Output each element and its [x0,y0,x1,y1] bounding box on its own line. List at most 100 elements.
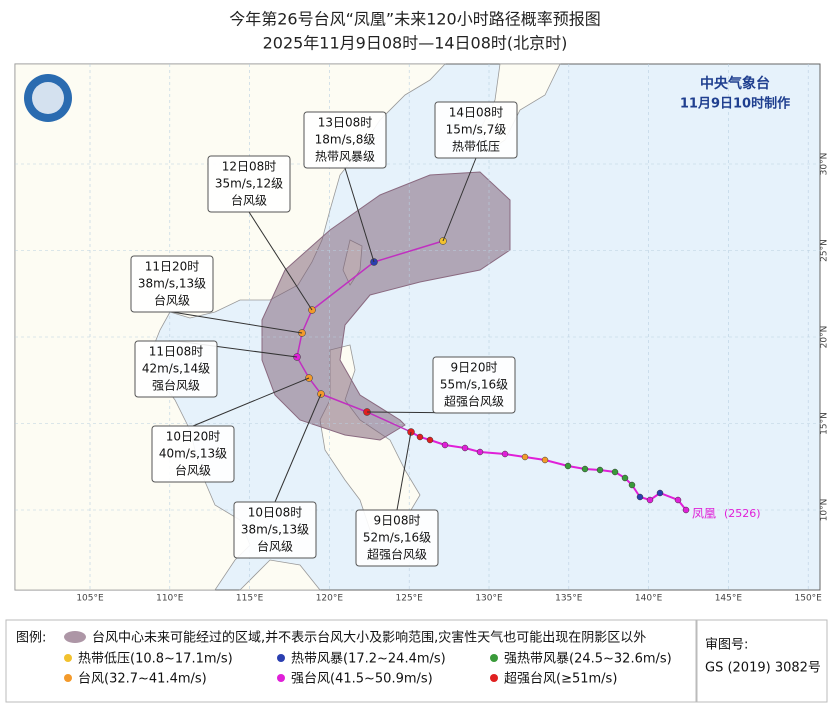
lon-label: 150°E [795,594,823,604]
lon-label: 135°E [555,594,583,604]
callout-box [151,425,235,483]
approval-frame [696,619,828,703]
legend-swatch [277,674,285,682]
legend-item-label: 热带低压(10.8~17.1m/s) [78,652,233,667]
past-point [501,450,509,458]
lon-label: 115°E [236,594,264,604]
callout-level: 台风级 [257,539,293,554]
past-point [541,456,549,464]
callout-box [432,356,516,414]
legend-frame [5,619,697,703]
past-point [521,453,529,461]
legend-item-label: 强热带风暴(24.5~32.6m/s) [504,652,672,667]
callout-time: 14日08时 [449,106,504,120]
callout-time: 11日20时 [145,260,200,274]
legend-area: 台风中心未来可能经过的区域,并不表示台风大小及影响范围,灾害性天气也可能出现在阴… [92,630,646,646]
callout-pointer [192,377,310,427]
callout-wind: 35m/s,12级 [215,177,283,191]
legend-item-label: 超强台风(≥51m/s) [504,672,617,687]
callout-wind: 18m/s,8级 [315,133,376,147]
callout-box [130,255,214,313]
past-point [636,493,644,501]
callout-level: 台风级 [231,193,267,208]
past-point [426,436,434,444]
callout-box [207,155,291,213]
callout-wind: 55m/s,16级 [440,378,508,392]
past-point [461,444,469,452]
lat-label: 15°N [820,412,830,435]
callout-level: 台风级 [175,463,211,478]
lon-label: 130°E [475,594,503,604]
callout-time: 13日08时 [318,116,373,130]
callout-pointer [396,431,412,511]
past-point [416,433,424,441]
callout-level: 台风级 [154,293,190,308]
approval-number: GS (2019) 3082号 [705,661,821,676]
callout-wind: 42m/s,14级 [142,362,210,376]
callout-wind: 15m/s,7级 [446,123,507,137]
callout-pointer [248,211,313,311]
callout-wind: 38m/s,13级 [241,523,309,537]
legend-swatch [490,654,498,662]
legend-swatch [490,674,498,682]
probability-cone [261,171,511,441]
approval-label: 审图号: [705,638,748,653]
lat-label: 10°N [820,499,830,522]
callout-pointer [274,393,322,503]
lon-label: 145°E [715,594,743,604]
legend-items: 热带低压(10.8~17.1m/s) 热带风暴(17.2~24.4m/s) 强热带风… [64,652,672,687]
callout-level: 超强台风级 [444,394,504,409]
callout-level: 超强台风级 [367,547,427,562]
past-point [621,474,629,482]
lon-label: 105°E [76,594,104,604]
past-point [628,481,636,489]
lon-label: 120°E [316,594,344,604]
callout-wind: 40m/s,13级 [159,447,227,461]
past-point [611,468,619,476]
lon-label: 110°E [156,594,184,604]
callout-wind: 52m/s,16级 [363,531,431,545]
callout-box [134,340,218,398]
past-point [564,462,572,470]
past-point [596,466,604,474]
past-point [581,465,589,473]
legend-cone-swatch [64,631,86,643]
callout-level: 热带风暴级 [315,150,375,164]
lon-label: 140°E [635,594,663,604]
legend-swatch [277,654,285,662]
lat-label: 30°N [820,153,830,176]
lon-label: 125°E [396,594,424,604]
callout-box [303,111,387,169]
past-point [646,496,654,504]
callout-pointer [344,167,375,263]
lat-label: 25°N [820,239,830,262]
callout-pointer [442,157,477,242]
title: 今年第26号台风“凤凰”未来120小时路径概率预报图 [229,10,600,29]
typhoon-name: 凤凰 [692,507,716,521]
subtitle: 2025年11月9日08时—14日08时(北京时) [263,34,568,53]
agency-logo-inner [32,82,64,114]
legend-item-label: 台风(32.7~41.4m/s) [78,672,207,687]
callout-level: 强台风级 [152,378,200,393]
callout-time: 9日20时 [451,361,498,375]
callout-time: 9日08时 [374,514,421,528]
legend-title: 图例: [16,631,46,646]
typhoon-code: (2526) [724,507,761,520]
past-point [656,489,664,497]
land-borneo [239,559,321,591]
legend-swatch [64,674,72,682]
past-point [674,496,682,504]
legend-item-label: 热带风暴(17.2~24.4m/s) [291,652,446,667]
legend-item-label: 强台风(41.5~50.9m/s) [291,672,433,687]
legend-swatch [64,654,72,662]
callout-box [434,101,518,159]
callout-time: 10日20时 [166,430,221,444]
past-point [441,441,449,449]
agency-time: 11月9日10时制作 [680,96,790,112]
callout-time: 12日08时 [222,160,277,174]
callout-time: 11日08时 [149,345,204,359]
lat-label: 20°N [820,326,830,349]
